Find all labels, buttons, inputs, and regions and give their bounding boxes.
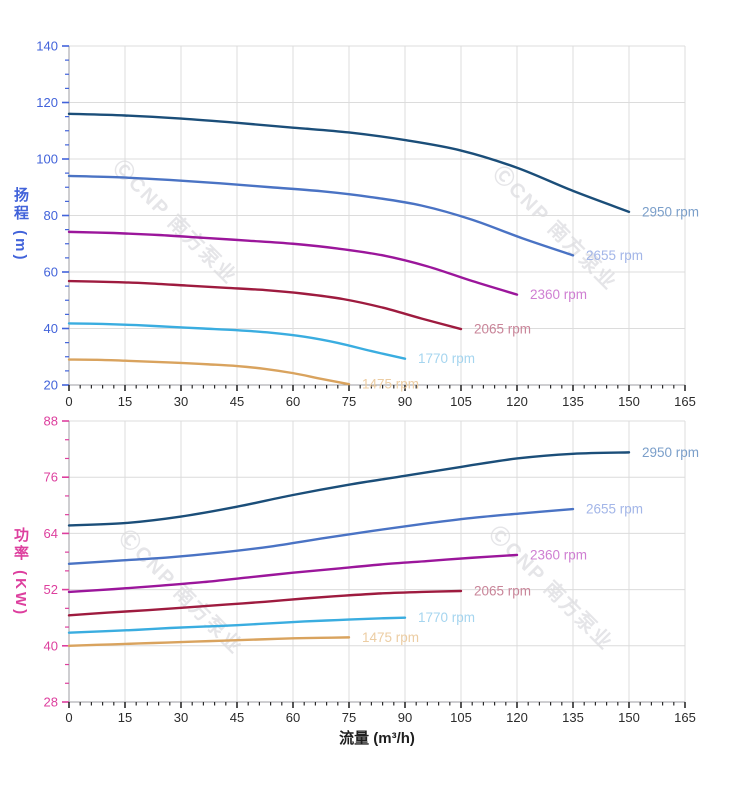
power-curve-label-2655: 2655 rpm [586,502,643,517]
power-x-tick-label: 30 [174,710,188,725]
flow-axis-title: 流量 (m³/h) [339,730,415,747]
head-curve-1770 [67,322,407,360]
power-x-tick-label: 90 [398,710,412,725]
head-x-tick-label: 15 [118,394,132,409]
head-y-tick-label: 20 [44,378,58,393]
power-x-tick-label: 15 [118,710,132,725]
head-x-tick-label: 120 [506,394,528,409]
power-curve-1475 [67,636,351,647]
power-curve-2360 [67,553,519,594]
power-x-tick-label: 105 [450,710,472,725]
power-x-tick-label: 120 [506,710,528,725]
head-chart: 20 40 60 80 100 120 140 0 15 30 45 60 75 90 105 120 135 1… [36,39,699,410]
head-x-tick-label: 105 [450,394,472,409]
head-y-tick-label: 60 [44,265,58,280]
power-curve-label-1475: 1475 rpm [362,630,419,645]
power-x-tick-label: 75 [342,710,356,725]
head-x-tick-label: 45 [230,394,244,409]
head-curve-1475 [67,358,351,386]
power-y-tick-label: 40 [44,638,58,653]
power-curve-label-1770: 1770 rpm [418,610,475,625]
power-x-tick-label: 165 [674,710,696,725]
head-curve-2655 [67,174,575,257]
power-axis-title: 功率 (KW) [12,527,29,618]
head-x-tick-label: 90 [398,394,412,409]
head-y-tick-label: 120 [36,95,58,110]
power-x-tick-label: 0 [65,710,72,725]
head-curve-label-2360: 2360 rpm [530,287,587,302]
power-chart: 28 40 52 64 76 88 0 15 30 45 60 75 90 105 120 135 150 165… [44,414,700,726]
power-curve-2655 [67,507,575,566]
power-curve-label-2950: 2950 rpm [642,445,699,460]
head-curve-label-1770: 1770 rpm [418,351,475,366]
power-x-tick-label: 150 [618,710,640,725]
head-curve-label-2950: 2950 rpm [642,204,699,219]
head-curve-label-1475: 1475 rpm [362,377,419,392]
head-y-tick-label: 40 [44,321,58,336]
head-x-tick-label: 30 [174,394,188,409]
power-y-tick-label: 88 [44,414,58,429]
power-y-tick-label: 28 [44,695,58,710]
power-y-tick-label: 52 [44,582,58,597]
power-x-tick-label: 135 [562,710,584,725]
head-x-tick-label: 60 [286,394,300,409]
head-curve-2950 [67,112,631,214]
head-curve-label-2655: 2655 rpm [586,248,643,263]
head-curve-2065 [67,279,463,331]
head-x-tick-label: 0 [65,394,72,409]
head-x-tick-label: 150 [618,394,640,409]
head-axis-title: 扬程 (m) [12,187,29,263]
head-y-tick-label: 80 [44,208,58,223]
power-y-tick-label: 64 [44,526,58,541]
head-x-tick-label: 135 [562,394,584,409]
head-x-tick-label: 165 [674,394,696,409]
head-y-tick-label: 100 [36,152,58,167]
power-x-tick-label: 45 [230,710,244,725]
head-x-tick-label: 75 [342,394,356,409]
power-y-tick-label: 76 [44,470,58,485]
head-curve-label-2065: 2065 rpm [474,322,531,337]
power-curve-1770 [67,616,407,634]
head-y-tick-label: 140 [36,39,58,54]
power-curve-label-2065: 2065 rpm [474,584,531,599]
head-curve-2360 [67,230,519,296]
power-curve-2065 [67,589,463,617]
power-curve-2950 [67,451,631,527]
power-curve-label-2360: 2360 rpm [530,547,587,562]
power-x-tick-label: 60 [286,710,300,725]
